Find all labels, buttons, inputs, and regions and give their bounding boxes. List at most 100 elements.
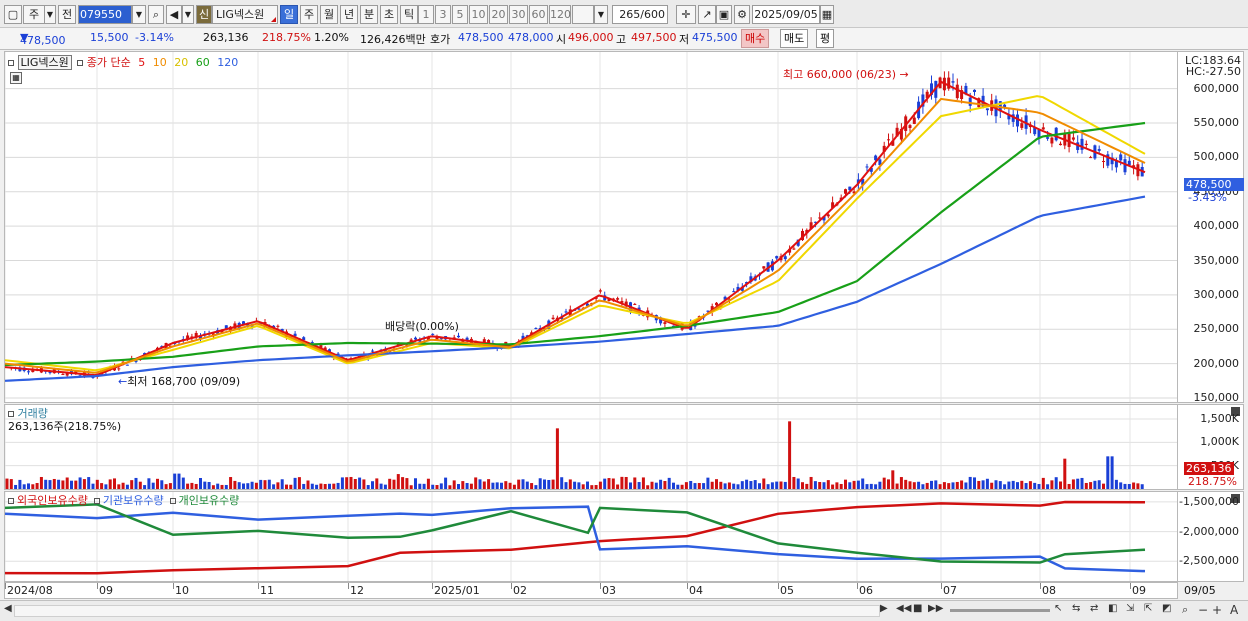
all-button[interactable]: 전 [58,5,76,24]
volume-title[interactable]: 거래량 [17,407,48,420]
volume-bar [151,482,155,489]
date-field[interactable]: 2025/09/05 [752,5,820,24]
x-axis-divider [348,583,349,589]
ma-120-label[interactable]: 120 [213,56,239,69]
candle-body [973,89,976,92]
zoom-track[interactable] [950,609,1050,612]
price-pane[interactable]: LIG넥스원 종가 단순 5 10 20 60 120 ▦ 최고 660,000… [4,51,1178,403]
ma-10-label[interactable]: 10 [149,56,167,69]
auto-scale-icon[interactable]: A [1230,603,1239,617]
candle-body [1119,154,1123,161]
holdings-legend-0[interactable]: 외국인보유수량 [17,494,88,507]
table-icon[interactable]: ▦ [10,72,22,84]
count-field[interactable]: 265/600 [612,5,668,24]
volume-bar [143,485,147,489]
candle-body [745,282,749,284]
holdings-tick: -2,500,000 [1179,554,1239,568]
interval-1[interactable]: 1 [418,5,434,24]
ma-60-label[interactable]: 60 [192,56,210,69]
zoom-out-icon[interactable]: − [1198,603,1209,617]
code-dropdown-icon[interactable]: ▼ [132,5,146,24]
eval-button[interactable]: 평 [816,29,835,48]
tab-5[interactable]: 초 [380,5,398,24]
stock-code-input[interactable]: 079550 [78,5,132,24]
zoom-in-icon[interactable]: + [1212,603,1223,617]
save-icon[interactable]: ▣ [716,5,732,24]
layout-icon[interactable]: ▢ [4,5,22,24]
blank-select[interactable] [572,5,594,24]
stop-icon[interactable]: ■ [913,603,923,614]
stock-label[interactable]: LIG넥스원 [17,55,72,70]
tool-icon-3[interactable]: ⇄ [1090,603,1099,614]
calendar-icon[interactable]: ▦ [820,5,834,24]
candle-body [852,191,856,194]
candle-body [1089,157,1093,159]
speaker-icon[interactable]: ◀ [166,5,182,24]
candle-body [319,345,323,350]
candle-body [912,117,916,124]
volume-bar [220,484,224,489]
volume-pane[interactable]: 거래량 263,136주(218.75%) [4,404,1178,490]
interval-60[interactable]: 60 [529,5,548,24]
rewind-icon[interactable]: ◀◀ [896,603,912,614]
interval-30[interactable]: 30 [509,5,528,24]
candle-body [1106,154,1110,166]
interval-120[interactable]: 120 [549,5,571,24]
interval-20[interactable]: 20 [489,5,508,24]
tab-2[interactable]: 월 [320,5,338,24]
gear-icon[interactable]: ⚙ [734,5,750,24]
volume-bar [607,478,611,489]
scroll-right-icon[interactable]: ▶ [880,603,888,614]
volume-bar [848,482,852,489]
volume-bar [315,484,319,489]
volume-bar [9,479,13,489]
holdings-chart-svg [5,492,1177,581]
ma-20-label[interactable]: 20 [170,56,189,69]
tab-6[interactable]: 틱 [400,5,418,24]
candle-body [899,128,903,140]
volume-bar [1024,483,1028,489]
holdings-axis[interactable]: -1,500,000 -2,000,000 -2,500,000 [1178,491,1244,582]
tool-icon-7[interactable]: ◩ [1162,603,1172,614]
holdings-legend-1[interactable]: 기관보유수량 [102,494,164,507]
interval-5[interactable]: 5 [452,5,468,24]
current-volume-pct: 218.75% [1188,475,1237,488]
scroll-left-icon[interactable]: ◀ [4,603,12,614]
volume-bar [104,484,108,489]
interval-3[interactable]: 3 [435,5,451,24]
tool-icon-4[interactable]: ◧ [1108,603,1118,614]
pane-close-icon[interactable] [1231,407,1240,416]
volume-bar [345,477,349,489]
open-price: 496,000 [568,31,614,44]
candle-body [418,339,422,342]
period-dropdown-icon[interactable]: ▼ [44,5,56,24]
tool-icon-2[interactable]: ⇆ [1072,603,1081,614]
ma-title[interactable]: 종가 단순 [86,56,131,69]
ma-5-label[interactable]: 5 [138,56,146,69]
price-axis[interactable]: LC:183.64 HC:-27.50 600,000 550,000 500,00… [1178,51,1244,404]
tab-4[interactable]: 분 [360,5,378,24]
crosshair-icon[interactable]: ✛ [676,5,696,24]
blank-dropdown-icon[interactable]: ▼ [594,5,608,24]
trend-icon[interactable]: ↗ [698,5,716,24]
holdings-legend-2[interactable]: 개인보유수량 [178,494,240,507]
interval-10[interactable]: 10 [469,5,488,24]
tab-3[interactable]: 년 [340,5,358,24]
holdings-pane[interactable]: 외국인보유수량 기관보유수량 개인보유수량 [4,491,1178,582]
tool-icon-5[interactable]: ⇲ [1126,603,1135,614]
magnifier-icon[interactable]: ⌕ [1182,603,1189,616]
tool-icon-1[interactable]: ↖ [1054,603,1063,614]
speaker-dropdown-icon[interactable]: ▼ [182,5,194,24]
stock-name-field[interactable]: LIG넥스원 [212,5,278,24]
tool-icon-6[interactable]: ⇱ [1144,603,1153,614]
fast-forward-icon[interactable]: ▶▶ [928,603,944,614]
horizontal-scrollbar[interactable] [14,605,880,617]
sell-button[interactable]: 매도 [780,29,809,48]
pane-close-icon[interactable] [1231,494,1240,503]
buy-button[interactable]: 매수 [741,29,770,48]
search-icon[interactable]: ⌕ [148,5,164,24]
tab-0[interactable]: 일 [280,5,298,24]
period-select[interactable]: 주 [23,5,45,24]
tab-1[interactable]: 주 [300,5,318,24]
